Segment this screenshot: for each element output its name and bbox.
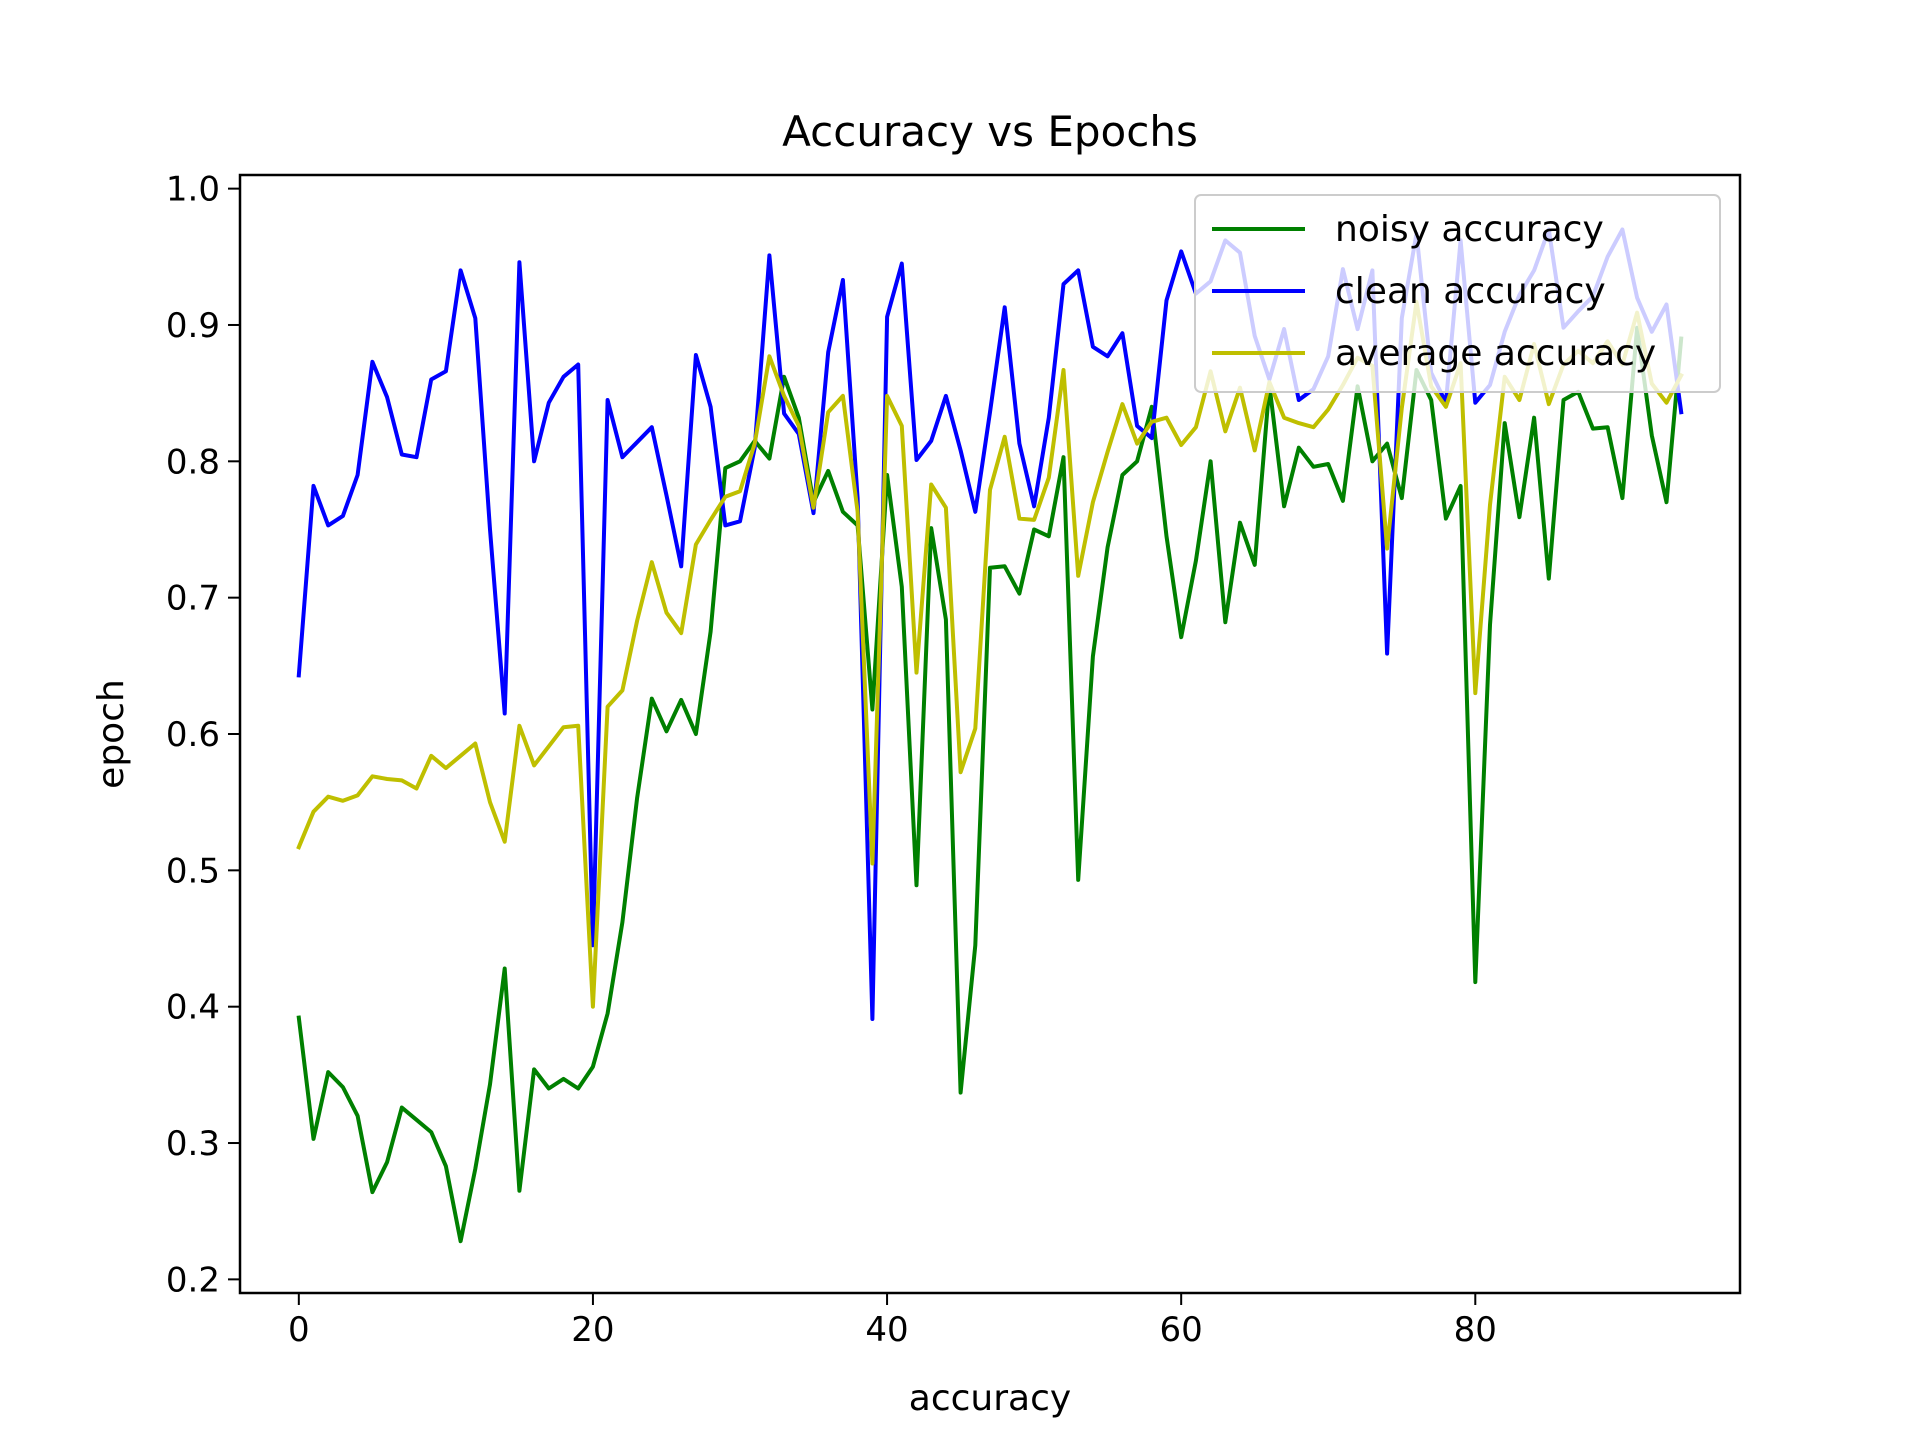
y-tick-label: 0.9 bbox=[166, 306, 220, 346]
y-tick-label: 0.8 bbox=[166, 442, 220, 482]
y-axis-label: epoch bbox=[91, 679, 132, 789]
series-line-0 bbox=[296, 325, 1684, 1244]
x-axis-label: accuracy bbox=[909, 1378, 1071, 1419]
legend: noisy accuracy clean accuracy average accu… bbox=[1194, 194, 1721, 393]
y-axis: 0.2 0.3 0.4 0.5 0.6 0.7 0.8 0.9 1.0 bbox=[166, 170, 240, 1300]
x-tick-label: 60 bbox=[1160, 1310, 1203, 1350]
legend-label-2: average accuracy bbox=[1335, 333, 1656, 374]
legend-box bbox=[1194, 194, 1721, 393]
chart-title: Accuracy vs Epochs bbox=[782, 107, 1198, 156]
x-tick-label: 20 bbox=[571, 1310, 614, 1350]
y-tick-label: 0.3 bbox=[166, 1124, 220, 1164]
x-axis: 0 20 40 60 80 bbox=[288, 1293, 1497, 1350]
y-tick-label: 0.5 bbox=[166, 851, 220, 891]
y-tick-label: 0.2 bbox=[166, 1260, 220, 1300]
x-tick-label: 0 bbox=[288, 1310, 310, 1350]
x-tick-label: 80 bbox=[1454, 1310, 1497, 1350]
y-tick-label: 0.4 bbox=[166, 988, 220, 1028]
x-tick-label: 40 bbox=[865, 1310, 908, 1350]
legend-label-1: clean accuracy bbox=[1335, 271, 1606, 312]
y-tick-label: 0.6 bbox=[166, 715, 220, 755]
legend-label-0: noisy accuracy bbox=[1335, 209, 1604, 250]
y-tick-label: 0.7 bbox=[166, 579, 220, 619]
y-tick-label: 1.0 bbox=[166, 170, 220, 210]
